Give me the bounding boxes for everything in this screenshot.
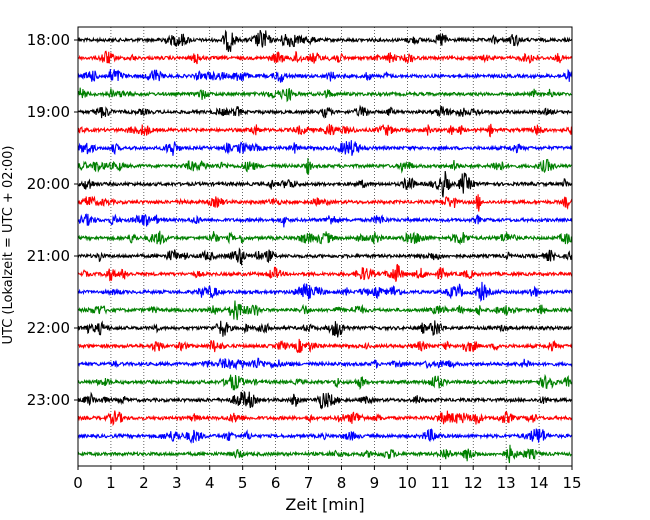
trace-line	[77, 230, 573, 246]
y-axis-ticks: 18:00 19:00 20:00 21:00 22:00 23:00	[27, 31, 78, 409]
y-tick-label: 18:00	[27, 31, 70, 49]
x-tick-label: 15	[562, 474, 581, 492]
trace-line	[77, 281, 573, 302]
trace-line	[77, 428, 573, 444]
trace-line	[77, 320, 573, 338]
x-tick-label: 2	[139, 474, 149, 492]
trace-line	[77, 68, 573, 83]
y-tick-label: 19:00	[27, 103, 70, 121]
trace-line	[77, 87, 573, 103]
trace-line	[77, 247, 573, 266]
y-tick-label: 20:00	[27, 175, 70, 193]
trace-line	[77, 50, 573, 65]
x-tick-label: 4	[205, 474, 215, 492]
trace-line	[77, 338, 573, 354]
y-tick-label: 22:00	[27, 319, 70, 337]
x-tick-label: 12	[464, 474, 483, 492]
trace-line	[77, 410, 573, 427]
x-tick-label: 3	[172, 474, 182, 492]
x-axis-ticks: 0 1 2 3 4 5 6 7 8 9 10 11 12 13 14 15	[73, 466, 582, 492]
x-tick-label: 6	[271, 474, 281, 492]
x-tick-label: 1	[106, 474, 116, 492]
vertical-grid	[110, 27, 540, 466]
trace-line	[77, 123, 573, 138]
trace-line	[77, 158, 573, 176]
y-axis-label: UTC (Lokalzeit = UTC + 02:00)	[1, 146, 16, 345]
trace-line	[77, 300, 573, 321]
x-tick-label: 0	[73, 474, 83, 492]
trace-line	[77, 170, 573, 198]
x-tick-label: 9	[370, 474, 380, 492]
x-tick-label: 10	[398, 474, 417, 492]
x-tick-label: 5	[238, 474, 248, 492]
trace-line	[77, 390, 573, 410]
x-tick-label: 8	[337, 474, 347, 492]
trace-line	[77, 444, 573, 464]
x-tick-label: 11	[431, 474, 450, 492]
x-tick-label: 14	[530, 474, 549, 492]
trace-line	[77, 140, 573, 156]
trace-lines	[77, 29, 573, 464]
x-tick-label: 7	[304, 474, 314, 492]
y-tick-label: 23:00	[27, 391, 70, 409]
x-tick-label: 13	[497, 474, 516, 492]
trace-line	[77, 213, 573, 228]
trace-line	[77, 357, 573, 371]
trace-line	[77, 373, 573, 391]
trace-line	[77, 29, 573, 52]
trace-line	[77, 263, 573, 282]
x-axis-label: Zeit [min]	[285, 495, 364, 514]
y-tick-label: 21:00	[27, 247, 70, 265]
trace-line	[77, 194, 573, 212]
trace-line	[77, 104, 573, 119]
plot-frame	[77, 26, 573, 467]
